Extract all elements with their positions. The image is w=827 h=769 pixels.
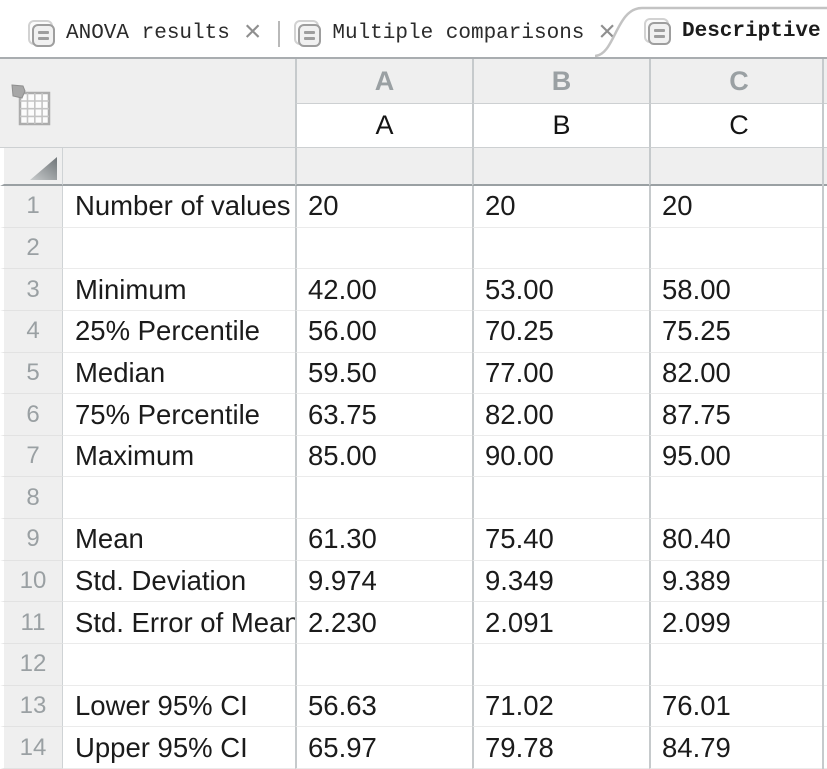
row-number-cell: 4 [0,310,62,353]
corner-triangle-cell[interactable] [0,148,62,186]
value-cell-a[interactable]: 85.00 [295,435,472,478]
value-cell-b[interactable]: 71.02 [472,685,649,728]
value-cell-c[interactable] [649,644,827,686]
document-icon [644,18,671,45]
value-cell-b[interactable]: 79.78 [472,727,649,769]
stat-label-cell[interactable]: Median [62,352,295,395]
data-table-icon [11,84,51,126]
value-cell-b[interactable]: 20 [472,186,649,228]
value-cell-a[interactable]: 2.230 [295,602,472,645]
row-number-cell: 7 [0,435,62,478]
row-number-cell: 6 [0,394,62,436]
stat-label-cell[interactable]: Upper 95% CI [62,727,295,769]
stat-label-cell[interactable] [62,227,295,270]
row-number-cell: 2 [0,227,62,270]
stat-label-cell[interactable]: Number of values [62,186,295,228]
table-corner-cell[interactable] [0,59,295,148]
group-name-a[interactable]: A [295,104,472,148]
row-number-cell: 5 [0,352,62,395]
column-c-right-border [822,59,824,769]
value-cell-b[interactable]: 53.00 [472,269,649,311]
row-number-cell: 12 [0,644,62,686]
spacer-cell [472,148,649,186]
value-cell-b[interactable] [472,227,649,270]
row-number-cell: 8 [0,477,62,520]
group-name-b[interactable]: B [472,104,649,148]
tab-label: Multiple comparisons [332,22,585,45]
value-cell-b[interactable]: 9.349 [472,560,649,603]
stat-label-cell[interactable]: Lower 95% CI [62,685,295,728]
value-cell-b[interactable]: 82.00 [472,394,649,436]
row-number-cell: 3 [0,269,62,311]
value-cell-b[interactable]: 70.25 [472,310,649,353]
spacer-cell [62,148,295,186]
stat-label-cell[interactable]: 25% Percentile [62,310,295,353]
column-letter-b[interactable]: B [472,59,649,104]
value-cell-a[interactable]: 56.63 [295,685,472,728]
stat-label-cell[interactable] [62,477,295,520]
value-cell-a[interactable] [295,477,472,520]
stat-label-cell[interactable]: Std. Error of Mean [62,602,295,645]
value-cell-c[interactable] [649,477,827,520]
spacer-cell [295,148,472,186]
tab-label: Descriptive [682,20,821,43]
tab-label: ANOVA results [66,22,230,45]
column-letter-a[interactable]: A [295,59,472,104]
stat-label-cell[interactable]: Std. Deviation [62,560,295,603]
value-cell-b[interactable]: 2.091 [472,602,649,645]
value-cell-c[interactable]: 76.01 [649,685,827,728]
tab-separator [278,20,281,47]
value-cell-c[interactable]: 82.00 [649,352,827,395]
row-number-cell: 1 [0,186,62,228]
value-cell-c[interactable]: 80.40 [649,519,827,561]
value-cell-a[interactable]: 56.00 [295,310,472,353]
value-cell-b[interactable]: 90.00 [472,435,649,478]
tab-anova-results[interactable]: ANOVA results × [28,14,264,48]
value-cell-b[interactable]: 75.40 [472,519,649,561]
row-number-cell: 14 [0,727,62,769]
value-cell-c[interactable]: 75.25 [649,310,827,353]
stat-label-cell[interactable]: Mean [62,519,295,561]
stat-label-cell[interactable]: 75% Percentile [62,394,295,436]
corner-triangle-icon [30,157,57,180]
stat-label-cell[interactable]: Minimum [62,269,295,311]
value-cell-c[interactable]: 84.79 [649,727,827,769]
value-cell-a[interactable] [295,644,472,686]
value-cell-a[interactable]: 9.974 [295,560,472,603]
row-number-cell: 10 [0,560,62,603]
document-icon [28,20,55,47]
value-cell-c[interactable]: 95.00 [649,435,827,478]
close-tab-icon[interactable]: × [243,14,262,48]
tab-bar: ANOVA results × Multiple comparisons × D… [0,0,827,57]
group-name-c[interactable]: C [649,104,827,148]
value-cell-a[interactable]: 59.50 [295,352,472,395]
row-number-cell: 11 [0,602,62,645]
value-cell-a[interactable]: 65.97 [295,727,472,769]
spacer-cell [649,148,827,186]
value-cell-a[interactable]: 42.00 [295,269,472,311]
value-cell-c[interactable]: 9.389 [649,560,827,603]
stat-label-cell[interactable]: Maximum [62,435,295,478]
value-cell-a[interactable]: 61.30 [295,519,472,561]
value-cell-c[interactable]: 87.75 [649,394,827,436]
value-cell-b[interactable] [472,644,649,686]
value-cell-a[interactable] [295,227,472,270]
tab-descriptive[interactable]: Descriptive [595,6,827,57]
value-cell-b[interactable] [472,477,649,520]
row-number-cell: 9 [0,519,62,561]
document-icon [294,20,322,47]
value-cell-c[interactable]: 20 [649,186,827,228]
value-cell-c[interactable]: 58.00 [649,269,827,311]
value-cell-a[interactable]: 63.75 [295,394,472,436]
column-letter-c[interactable]: C [649,59,827,104]
value-cell-b[interactable]: 77.00 [472,352,649,395]
stat-label-cell[interactable] [62,644,295,686]
tab-multiple-comparisons[interactable]: Multiple comparisons × [294,16,619,47]
row-number-cell: 13 [0,685,62,728]
value-cell-c[interactable]: 2.099 [649,602,827,645]
value-cell-c[interactable] [649,227,827,270]
value-cell-a[interactable]: 20 [295,186,472,228]
results-table: A B C A B C 1 Number of values 20 20 20 … [0,57,827,769]
